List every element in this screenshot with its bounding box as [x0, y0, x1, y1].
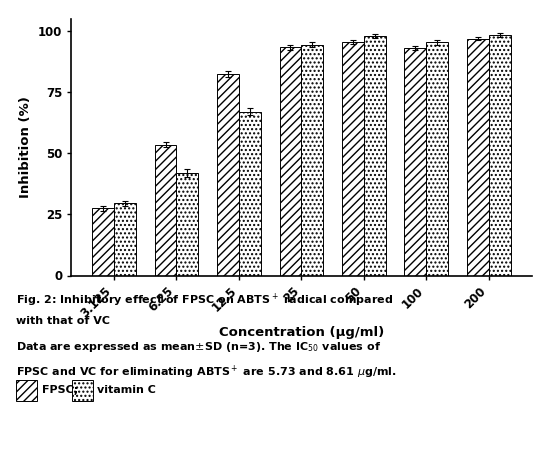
Bar [404, 48, 426, 276]
Bar [92, 209, 114, 276]
X-axis label: Concentration (μg/ml): Concentration (μg/ml) [219, 326, 384, 339]
Text: FPSC;: FPSC; [42, 385, 78, 396]
Bar [426, 42, 448, 276]
Text: FPSC and VC for eliminating ABTS$^+$ are 5.73 and 8.61 $\mu$g/ml.: FPSC and VC for eliminating ABTS$^+$ are… [16, 363, 397, 380]
Text: vitamin C: vitamin C [97, 385, 156, 396]
Bar [217, 74, 239, 276]
Y-axis label: Inhibition (%): Inhibition (%) [19, 96, 32, 198]
Bar [467, 38, 489, 276]
Bar [342, 42, 364, 276]
Bar [239, 112, 261, 276]
Bar [364, 36, 386, 276]
Bar [176, 173, 198, 276]
Bar [489, 35, 511, 276]
Bar [301, 45, 323, 276]
Bar [155, 145, 176, 276]
Bar [114, 203, 136, 276]
Text: Fig. 2: Inhibitory effect of FPSC on ABTS$^+$ radical compared: Fig. 2: Inhibitory effect of FPSC on ABT… [16, 292, 393, 309]
Text: with that of VC: with that of VC [16, 316, 111, 326]
Bar [279, 47, 301, 276]
Text: Data are expressed as mean$\pm$SD (n=3). The IC$_{50}$ values of: Data are expressed as mean$\pm$SD (n=3).… [16, 340, 381, 353]
